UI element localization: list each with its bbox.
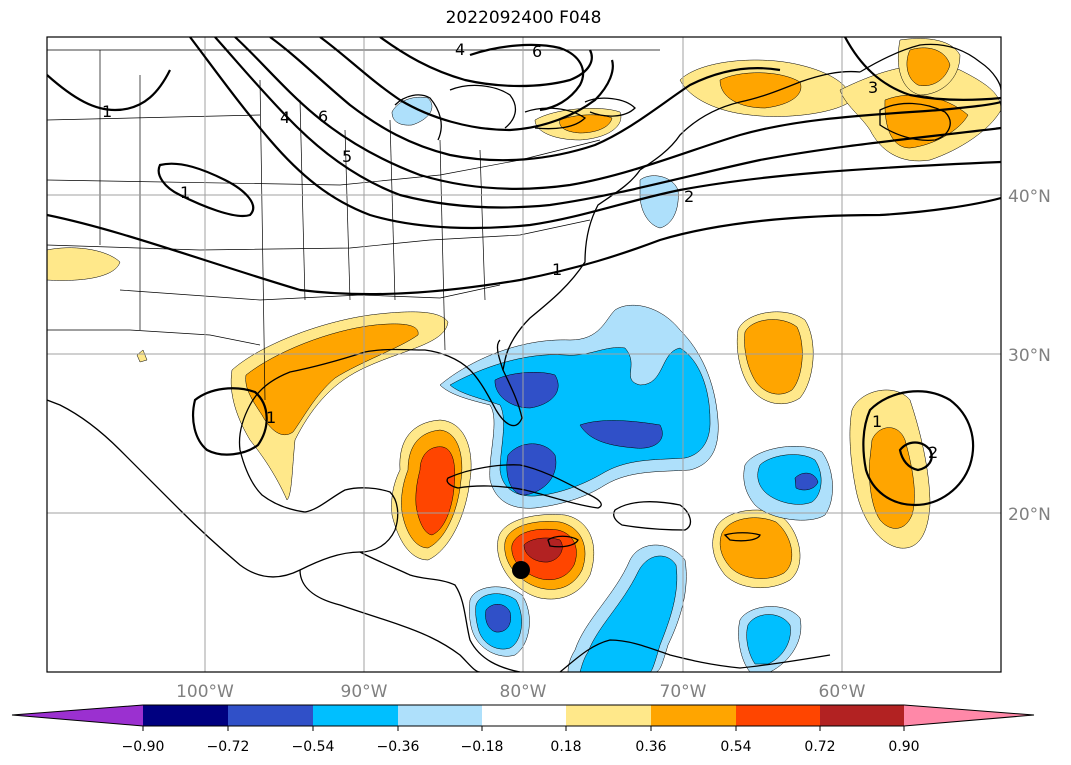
map-title: 2022092400 F048 (445, 8, 602, 28)
fill-catl-neg-036 (757, 454, 822, 505)
contour-label: 2 (684, 187, 694, 206)
lon-label: 60°W (819, 682, 866, 702)
fill-swcarib-neg-054 (485, 604, 511, 633)
lat-label: 30°N (1008, 346, 1051, 366)
colorbar-ticks (142, 726, 905, 731)
colorbar-bin (398, 705, 482, 726)
fill-bahamas-neg-054-a (494, 372, 559, 409)
storm-center-marker (512, 561, 530, 579)
contour-label: 5 (342, 147, 352, 166)
lon-label: 100°W (176, 682, 234, 702)
colorbar-tick-label: −0.72 (207, 739, 250, 755)
fill-texas-pos-036 (245, 323, 419, 436)
colorbar-bin (228, 705, 313, 726)
fill-erie-pos-036 (559, 114, 613, 134)
colorbar-tick-label: −0.36 (377, 739, 420, 755)
colorbar-tick-label: −0.54 (292, 739, 335, 755)
contour-label: 1 (872, 412, 882, 431)
contour-label: 6 (318, 107, 328, 126)
colorbar-bin (820, 705, 904, 726)
longitude-labels: 100°W 90°W 80°W 70°W 60°W (176, 682, 866, 702)
lon-label: 70°W (660, 682, 707, 702)
contour-label: 1 (180, 183, 190, 202)
lon-label: 90°W (341, 682, 388, 702)
fill-small-pos-018 (136, 349, 148, 363)
fill-bahamas-neg-054-b (579, 420, 663, 449)
colorbar-tick-label: 0.90 (888, 739, 919, 755)
colorbar-bin (313, 705, 398, 726)
coastlines (47, 43, 1001, 672)
fill-ne-pos-036-a (719, 72, 802, 109)
colorbar-bin (566, 705, 651, 726)
fill-lakes-neg-018 (391, 96, 433, 126)
fill-jamaica-pos-072 (523, 537, 563, 563)
colorbar-bin (143, 705, 228, 726)
contour-label: 1 (102, 102, 112, 121)
colorbar: −0.90 −0.72 −0.54 −0.36 −0.18 0.18 0.36 … (11, 704, 1035, 755)
contour-label: 2 (928, 443, 938, 462)
colorbar-tick-label: 0.54 (720, 739, 751, 755)
contour-labels: 1 1 1 4 6 4 6 5 2 1 3 1 2 (102, 40, 938, 462)
colorbar-tick-label: 0.72 (804, 739, 835, 755)
colorbar-bin (736, 705, 820, 726)
gridlines (47, 37, 1001, 672)
contour-label: 3 (868, 78, 878, 97)
map-frame (46, 36, 1002, 673)
lat-label: 40°N (1008, 187, 1051, 207)
fill-mexico-pos-018 (47, 247, 121, 281)
colorbar-min-arrow (12, 705, 143, 726)
colorbar-max-arrow (904, 705, 1034, 726)
colorbar-bin (482, 705, 566, 726)
contour-label: 1 (552, 260, 562, 279)
fill-ne-pos-036-c (906, 47, 951, 86)
colorbar-tick-label: 0.36 (635, 739, 666, 755)
contour-label: 4 (455, 40, 465, 59)
contour-label: 6 (532, 42, 542, 61)
contour-label: 4 (280, 108, 290, 127)
height-contours (47, 37, 1001, 507)
colorbar-tick-label: 0.18 (550, 739, 581, 755)
fill-capecod-neg-018 (639, 175, 679, 229)
colorbar-tick-label: −0.90 (122, 739, 165, 755)
contour-label: 1 (266, 408, 276, 427)
fill-antilles-neg-036 (746, 614, 791, 665)
lon-label: 80°W (500, 682, 547, 702)
fill-catl-neg-054 (794, 472, 819, 491)
lat-label: 20°N (1008, 505, 1051, 525)
colorbar-tick-label: −0.18 (461, 739, 504, 755)
fill-bahamas-neg-054-c (506, 443, 557, 496)
fill-natl-pos-036 (744, 319, 803, 395)
latitude-labels: 40°N 30°N 20°N (1008, 187, 1051, 525)
colorbar-bin (651, 705, 736, 726)
map-area: 1 1 1 4 6 4 6 5 2 1 3 1 2 (47, 37, 1001, 672)
